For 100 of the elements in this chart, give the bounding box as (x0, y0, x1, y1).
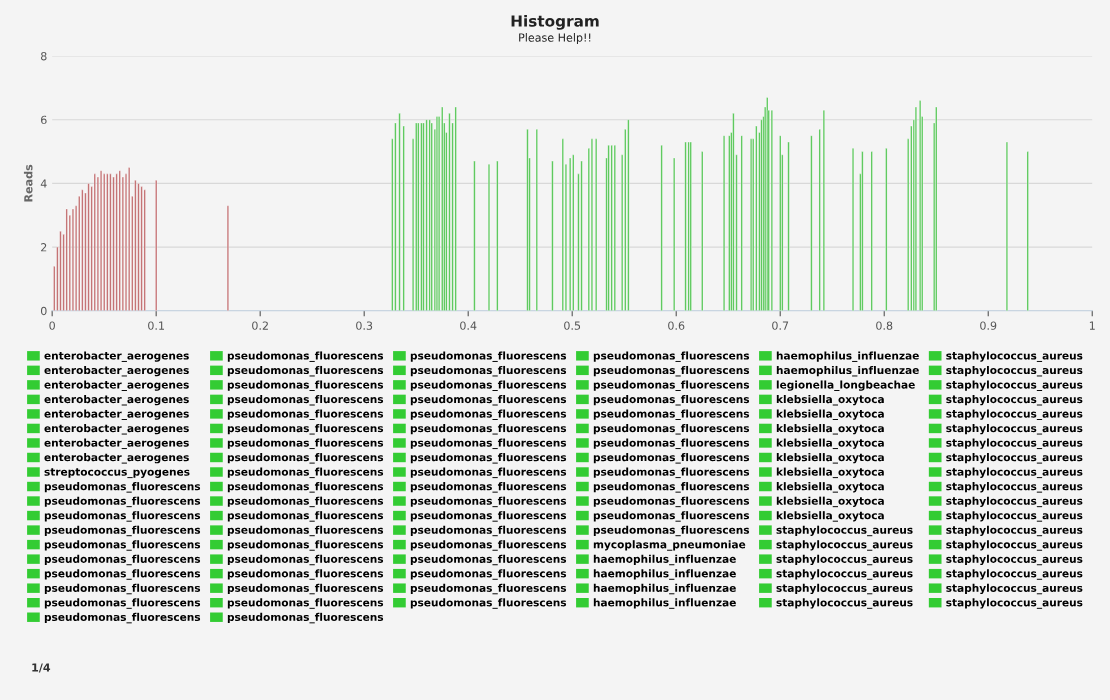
legend-label: pseudomonas_fluorescens (227, 598, 384, 609)
legend-label: staphylococcus_aureus (946, 598, 1083, 609)
legend-label: staphylococcus_aureus (776, 554, 913, 566)
legend-label: haemophilus_influenzae (593, 598, 736, 609)
legend-label: staphylococcus_aureus (946, 540, 1083, 551)
legend-label: haemophilus_influenzae (593, 569, 736, 580)
legend-label: pseudomonas_fluorescens (593, 525, 750, 537)
legend-label: pseudomonas_fluorescens (410, 380, 567, 391)
legend-label: pseudomonas_fluorescens (227, 554, 384, 566)
legend-label: enterobacter_aerogenes (44, 351, 189, 362)
legend-label: pseudomonas_fluorescens (593, 365, 750, 377)
chart-title: Histogram (511, 14, 599, 30)
legend-label: staphylococcus_aureus (946, 482, 1083, 493)
legend-label: pseudomonas_fluorescens (227, 569, 384, 580)
legend-label: staphylococcus_aureus (946, 409, 1083, 421)
legend-label: pseudomonas_fluorescens (44, 583, 201, 595)
legend-label: pseudomonas_fluorescens (410, 424, 567, 435)
legend-label: pseudomonas_fluorescens (227, 365, 384, 377)
legend-label: pseudomonas_fluorescens (410, 511, 567, 522)
legend-label: staphylococcus_aureus (946, 365, 1083, 377)
legend-label: enterobacter_aerogenes (44, 380, 189, 391)
legend-label: haemophilus_influenzae (593, 583, 736, 595)
legend-label: pseudomonas_fluorescens (593, 511, 750, 522)
legend-label: pseudomonas_fluorescens (593, 496, 750, 508)
legend-label: pseudomonas_fluorescens (44, 598, 201, 609)
legend-label: pseudomonas_fluorescens (44, 569, 201, 580)
legend-label: pseudomonas_fluorescens (44, 525, 201, 537)
legend-label: pseudomonas_fluorescens (227, 394, 384, 406)
y-tick-label: 6 (41, 115, 47, 125)
legend-label: pseudomonas_fluorescens (593, 394, 750, 406)
legend-label: pseudomonas_fluorescens (410, 438, 567, 450)
legend-label: enterobacter_aerogenes (44, 424, 189, 435)
legend-label: pseudomonas_fluorescens (593, 424, 750, 435)
legend-label: pseudomonas_fluorescens (593, 438, 750, 450)
legend-label: pseudomonas_fluorescens (593, 409, 750, 421)
legend-label: klebsiella_oxytoca (776, 394, 884, 406)
legend-label: klebsiella_oxytoca (776, 496, 884, 508)
legend-label: pseudomonas_fluorescens (410, 409, 567, 421)
legend-label: mycoplasma_pneumoniae (593, 540, 746, 551)
legend-label: pseudomonas_fluorescens (227, 540, 384, 551)
legend-label: pseudomonas_fluorescens (410, 351, 567, 362)
legend-label: staphylococcus_aureus (776, 540, 913, 551)
legend-label: pseudomonas_fluorescens (44, 496, 201, 508)
legend-label: pseudomonas_fluorescens (227, 525, 384, 537)
legend-label: staphylococcus_aureus (946, 438, 1083, 450)
legend-label: streptococcus_pyogenes (44, 468, 190, 479)
legend-label: pseudomonas_fluorescens (593, 380, 750, 391)
legend-label: klebsiella_oxytoca (776, 424, 884, 435)
x-tick-label: 0.7 (772, 321, 789, 330)
x-tick-label: 0.1 (148, 321, 164, 330)
legend-label: klebsiella_oxytoca (776, 511, 884, 522)
legend-label: staphylococcus_aureus (946, 496, 1083, 508)
legend-label: pseudomonas_fluorescens (44, 511, 201, 522)
legend-label: pseudomonas_fluorescens (410, 583, 567, 595)
legend-label: pseudomonas_fluorescens (44, 612, 201, 624)
legend-label: klebsiella_oxytoca (776, 409, 884, 421)
legend-label: staphylococcus_aureus (946, 525, 1083, 537)
x-tick-label: 0 (49, 321, 55, 330)
x-tick-label: 1 (1089, 321, 1095, 330)
y-tick-label: 4 (40, 179, 47, 188)
x-tick-label: 0.6 (668, 321, 685, 330)
legend-label: pseudomonas_fluorescens (410, 467, 567, 479)
legend-label: pseudomonas_fluorescens (44, 540, 201, 551)
legend-label: pseudomonas_fluorescens (593, 453, 750, 464)
legend-label: staphylococcus_aureus (946, 583, 1083, 595)
chart-subtitle: Please Help!! (519, 33, 591, 44)
legend-label: pseudomonas_fluorescens (227, 612, 384, 624)
x-tick-label: 0.3 (356, 321, 373, 330)
legend-label: pseudomonas_fluorescens (44, 482, 201, 493)
legend-label: staphylococcus_aureus (946, 511, 1083, 522)
legend-label: staphylococcus_aureus (946, 380, 1083, 391)
legend-label: pseudomonas_fluorescens (593, 482, 750, 493)
legend-label: pseudomonas_fluorescens (410, 482, 567, 493)
legend-label: staphylococcus_aureus (946, 569, 1083, 580)
legend-label: pseudomonas_fluorescens (593, 467, 750, 479)
x-tick-label: 0.5 (564, 321, 581, 330)
legend-label: pseudomonas_fluorescens (227, 453, 384, 464)
legend-label: pseudomonas_fluorescens (410, 569, 567, 580)
legend-label: pseudomonas_fluorescens (227, 482, 384, 493)
legend-label: pseudomonas_fluorescens (227, 380, 384, 391)
legend-label: pseudomonas_fluorescens (410, 365, 567, 377)
legend-label: pseudomonas_fluorescens (227, 583, 384, 595)
legend-label: pseudomonas_fluorescens (44, 554, 201, 566)
x-tick-label: 0.8 (876, 321, 893, 330)
legend-label: pseudomonas_fluorescens (227, 511, 384, 522)
legend-label: pseudomonas_fluorescens (227, 438, 384, 450)
legend-label: pseudomonas_fluorescens (227, 467, 384, 479)
legend-label: klebsiella_oxytoca (776, 467, 884, 479)
legend-label: staphylococcus_aureus (946, 467, 1083, 479)
y-tick-label: 8 (40, 51, 47, 61)
x-tick-label: 0.9 (980, 321, 997, 330)
legend-label: pseudomonas_fluorescens (227, 424, 384, 435)
legend-label: enterobacter_aerogenes (44, 365, 189, 377)
legend-label: pseudomonas_fluorescens (593, 351, 750, 362)
legend-label: staphylococcus_aureus (776, 583, 913, 595)
x-tick-label: 0.4 (460, 321, 477, 330)
legend-label: enterobacter_aerogenes (44, 453, 189, 464)
legend-label: pseudomonas_fluorescens (410, 554, 567, 566)
legend-label: staphylococcus_aureus (946, 554, 1083, 566)
legend-label: pseudomonas_fluorescens (410, 598, 567, 609)
